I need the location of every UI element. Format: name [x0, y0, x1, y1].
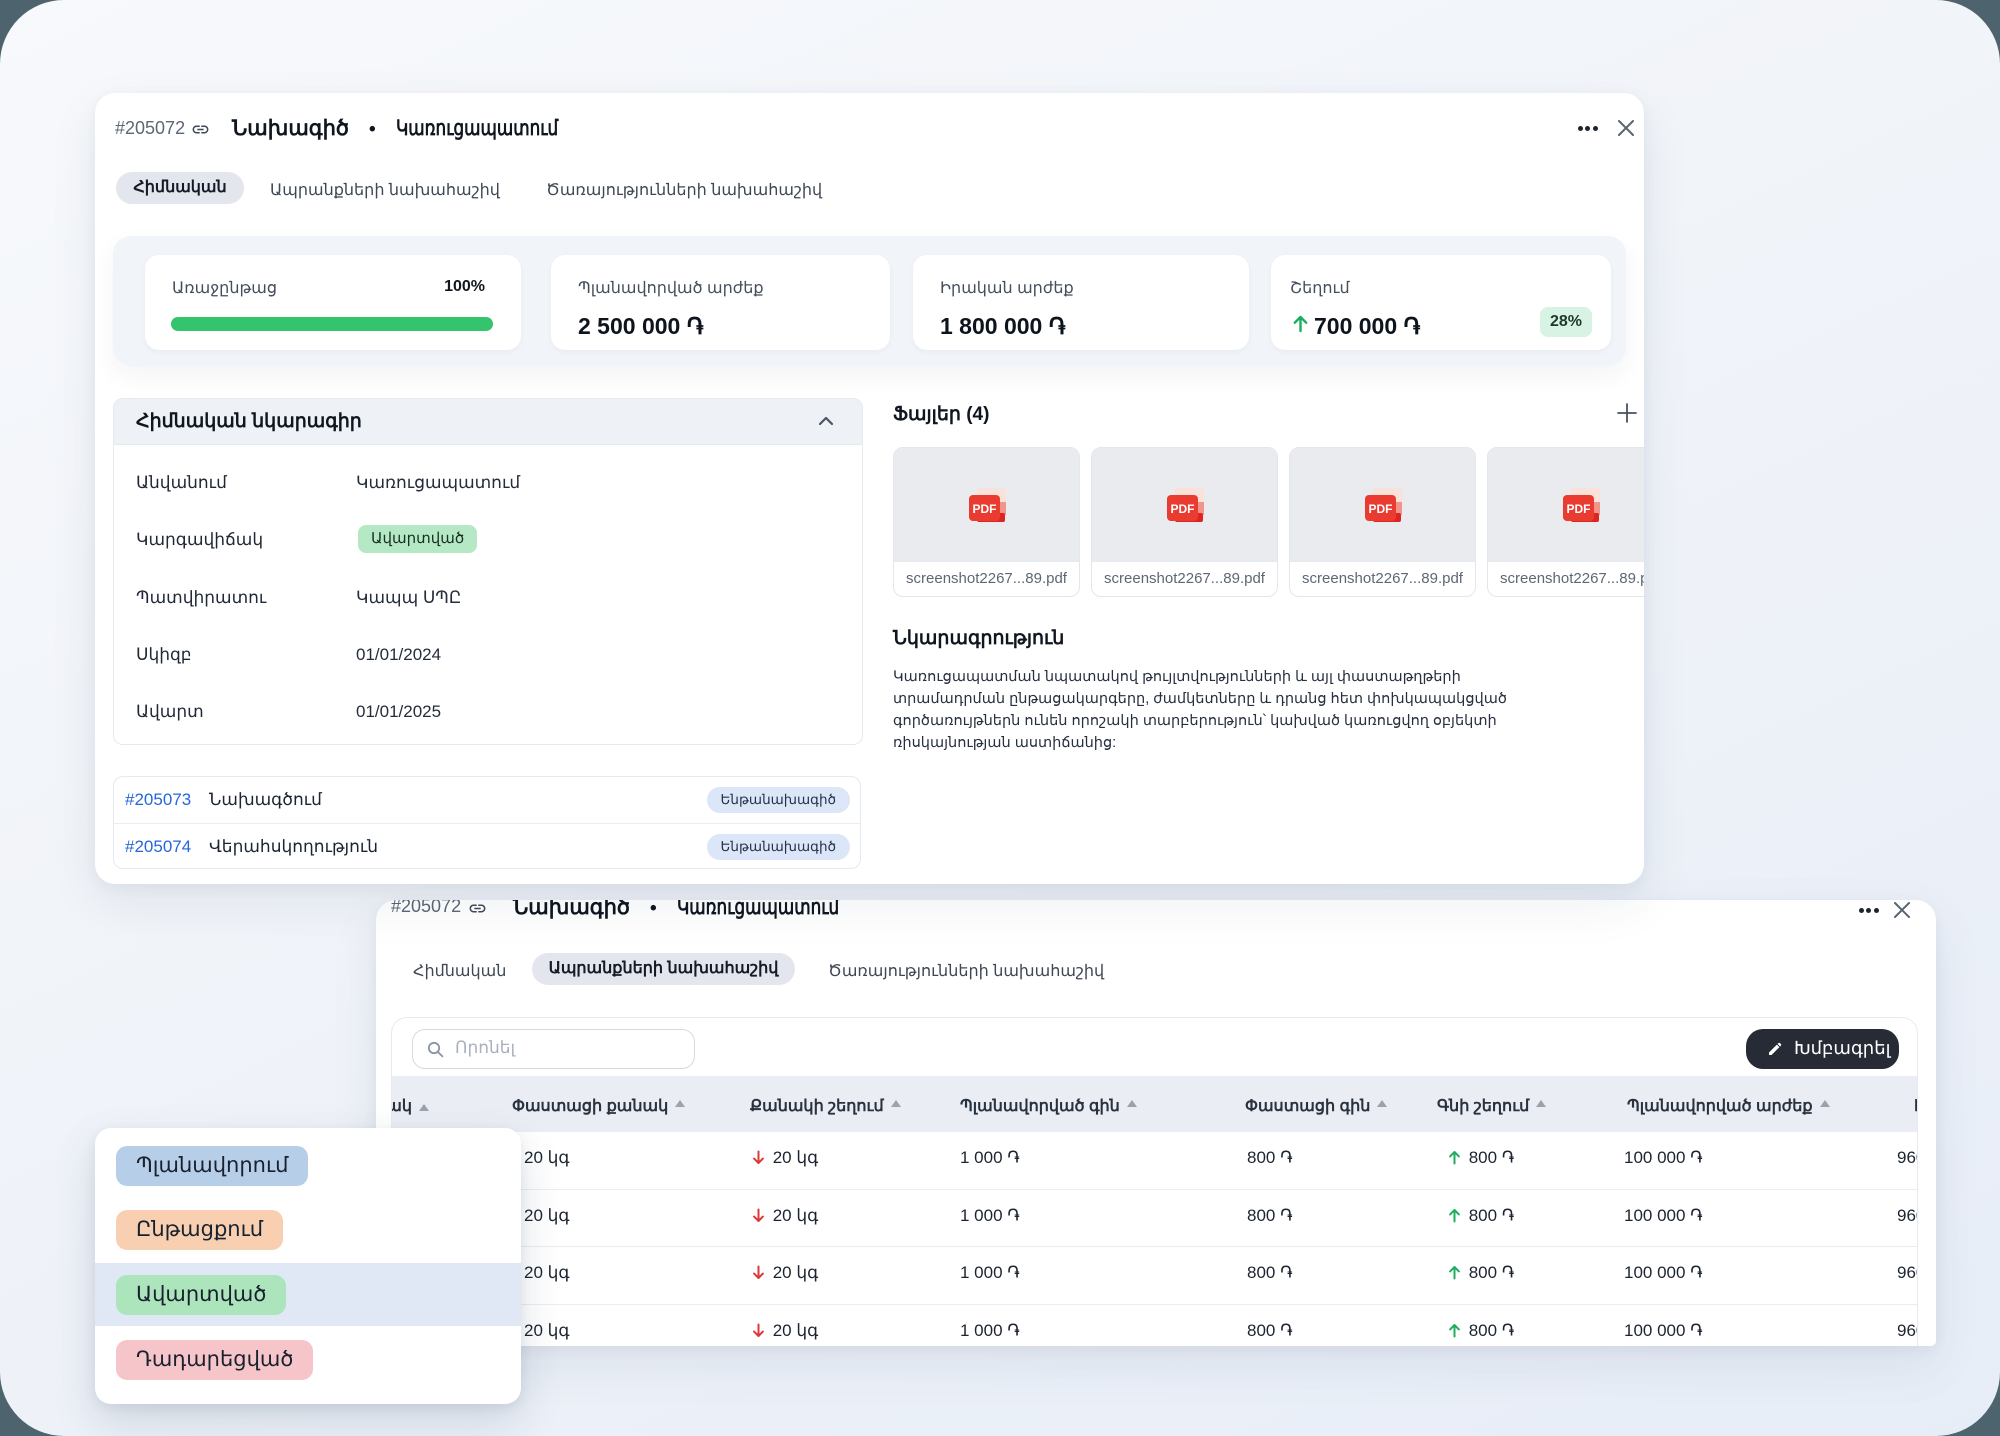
svg-text:PDF: PDF — [1566, 502, 1590, 516]
svg-text:PDF: PDF — [972, 502, 996, 516]
svg-text:PDF: PDF — [1368, 502, 1392, 516]
svg-text:PDF: PDF — [1170, 502, 1194, 516]
